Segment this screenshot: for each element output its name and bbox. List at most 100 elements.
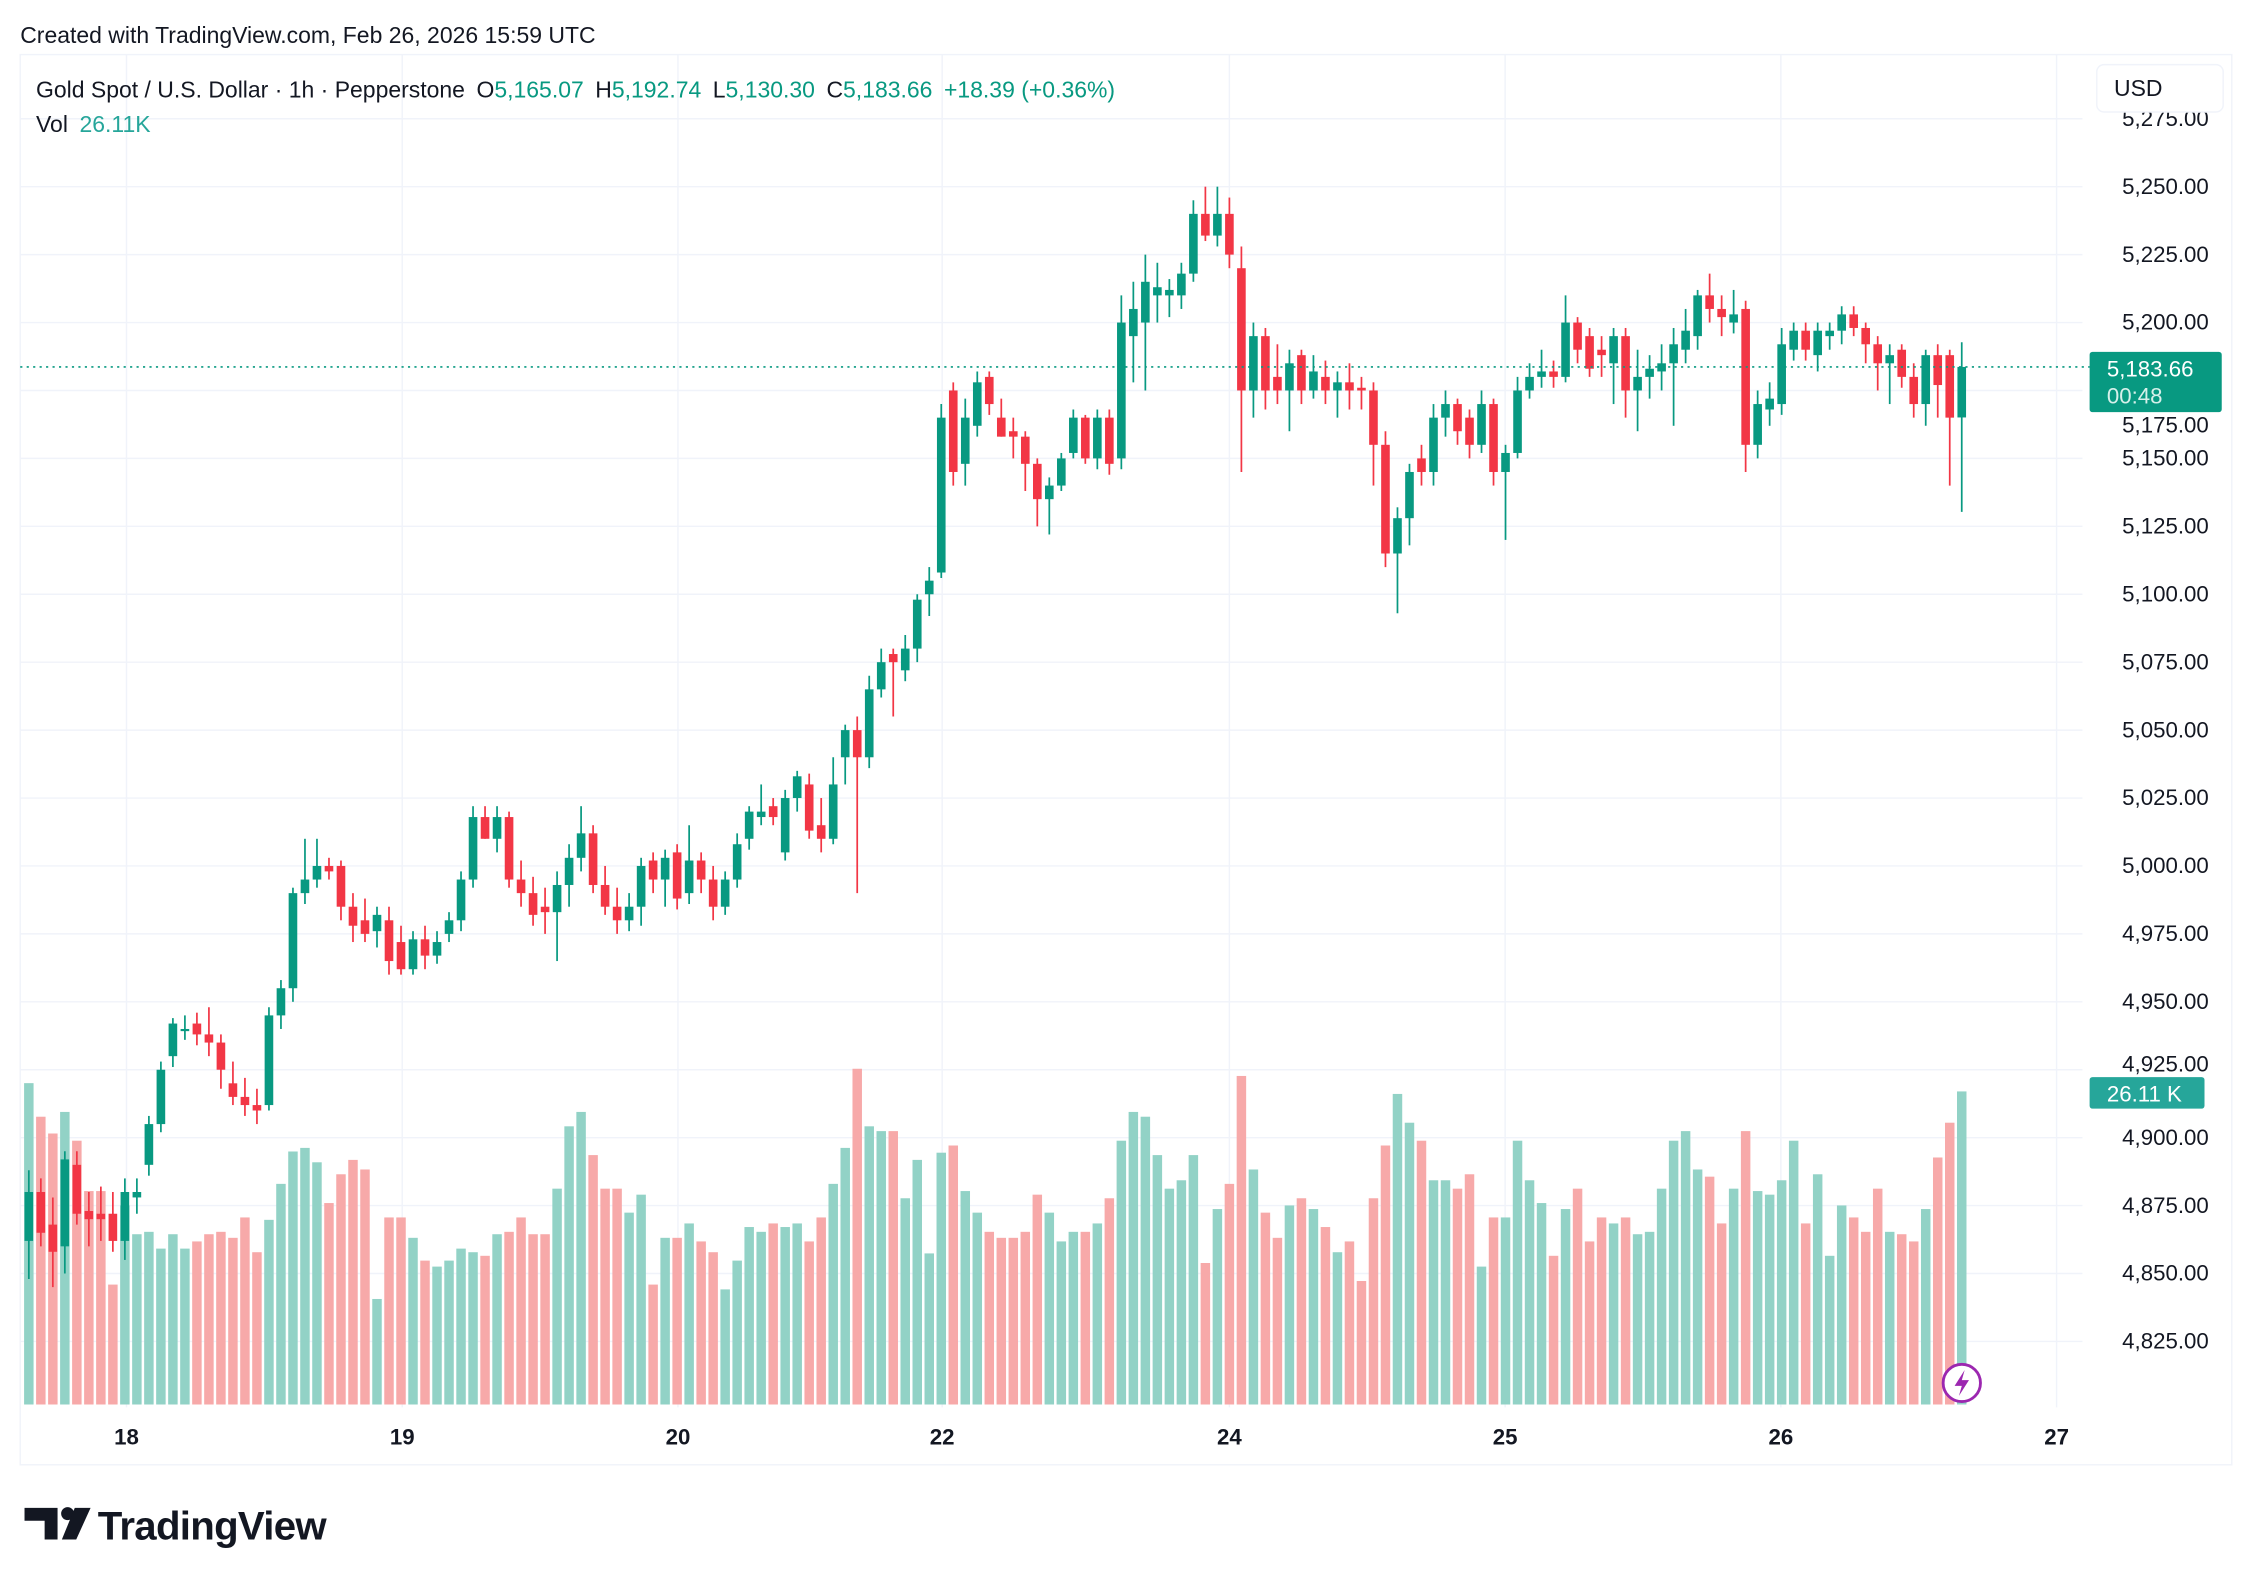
- candle-body: [804, 784, 814, 831]
- candle-body: [1032, 463, 1042, 500]
- bar-countdown: 00:48: [2107, 384, 2163, 409]
- volume-bar: [864, 1126, 874, 1405]
- volume-bar: [540, 1234, 550, 1405]
- candle-body: [132, 1192, 142, 1198]
- volume-bar: [1320, 1227, 1331, 1405]
- volume-bar: [600, 1188, 610, 1405]
- volume-bar: [336, 1174, 346, 1405]
- volume-bar: [108, 1284, 118, 1405]
- candle-body: [756, 811, 766, 818]
- candle-body: [252, 1105, 262, 1111]
- volume-bar: [1296, 1198, 1307, 1405]
- volume-bar: [1488, 1217, 1499, 1405]
- candle-body: [828, 784, 838, 839]
- volume-bar: [1452, 1188, 1463, 1405]
- volume-bar: [1800, 1223, 1811, 1405]
- candle-body: [1285, 363, 1294, 391]
- candle-body: [624, 906, 634, 921]
- volume-bar: [264, 1219, 274, 1405]
- volume-bar: [36, 1116, 46, 1405]
- candle-body: [444, 920, 454, 934]
- volume-bar: [648, 1284, 658, 1405]
- volume-bar: [768, 1223, 778, 1405]
- candle-body: [1705, 295, 1714, 309]
- candle-body: [708, 879, 718, 907]
- tradingview-logo[interactable]: TradingView: [24, 1503, 328, 1548]
- candle-body: [168, 1023, 178, 1057]
- candle-body: [1261, 336, 1270, 391]
- volume-bar: [132, 1234, 142, 1405]
- candle-body: [1081, 417, 1090, 459]
- volume-bar: [1536, 1203, 1547, 1405]
- volume-label: Vol: [36, 111, 68, 137]
- volume-bar: [996, 1237, 1007, 1405]
- symbol-title[interactable]: Gold Spot / U.S. Dollar · 1h · Peppersto…: [36, 77, 465, 103]
- candle-body: [1933, 355, 1943, 386]
- volume-bar: [792, 1223, 802, 1405]
- tradingview-logo-icon: [24, 1507, 58, 1540]
- volume-bar: [1008, 1237, 1019, 1405]
- volume-bar: [720, 1289, 730, 1405]
- candle-body: [396, 942, 406, 970]
- candle-body: [372, 914, 382, 932]
- candle-body: [984, 376, 994, 405]
- price-tick-label: 5,050.00: [2122, 717, 2209, 742]
- currency-label: USD: [2114, 75, 2163, 101]
- candle-body: [528, 893, 538, 915]
- price-tick-label: 4,900.00: [2122, 1125, 2209, 1150]
- lightning-icon[interactable]: [1941, 1362, 1982, 1404]
- close-label: C: [826, 77, 843, 103]
- candle-body: [1597, 349, 1606, 356]
- volume-bar: [1656, 1188, 1667, 1405]
- candle-body: [216, 1042, 226, 1070]
- candle-body: [408, 939, 418, 970]
- candle-body: [324, 865, 334, 872]
- volume-bar: [1500, 1217, 1511, 1405]
- volume-bar: [144, 1231, 154, 1405]
- candle-body: [864, 689, 874, 758]
- volume-bar: [1776, 1180, 1787, 1405]
- candle-body: [1273, 376, 1282, 391]
- volume-bar: [1128, 1111, 1139, 1405]
- currency-button[interactable]: USD: [2096, 63, 2224, 113]
- volume-bar: [1812, 1174, 1823, 1405]
- candle-body: [1417, 458, 1426, 472]
- volume-bar: [972, 1212, 983, 1405]
- candle-body: [852, 730, 862, 758]
- volume-bar: [1020, 1231, 1031, 1405]
- candle-body: [1777, 344, 1786, 405]
- volume-bar: [936, 1152, 947, 1405]
- volume-bar: [1680, 1131, 1691, 1405]
- volume-value: 26.11K: [79, 111, 151, 137]
- volume-bar: [456, 1248, 466, 1405]
- volume-bar: [624, 1212, 634, 1405]
- volume-bar: [612, 1188, 622, 1405]
- volume-bar: [1932, 1157, 1943, 1405]
- candle-body: [432, 942, 442, 956]
- candle-body: [60, 1159, 70, 1247]
- candle-body: [144, 1124, 154, 1165]
- volume-bar: [840, 1147, 850, 1405]
- time-axis[interactable]: 18 19 20 22 24 25 26 27: [114, 1425, 2069, 1450]
- volume-bar: [672, 1237, 682, 1405]
- price-tick-label: 5,200.00: [2122, 310, 2209, 335]
- price-axis[interactable]: 5,275.00 5,250.00 5,225.00 5,200.00 5,175.00…: [2122, 106, 2209, 1354]
- candle-body: [288, 893, 298, 989]
- volume-bar: [948, 1145, 959, 1405]
- candle-body: [1585, 336, 1594, 369]
- volume-bar: [696, 1241, 706, 1405]
- low-value: 5,130.30: [726, 77, 815, 103]
- volume-bar: [924, 1253, 934, 1405]
- volume-bar: [1632, 1234, 1643, 1405]
- candle-body: [1153, 287, 1162, 296]
- volume-bar: [1836, 1205, 1847, 1405]
- candle-body: [1693, 295, 1702, 337]
- candle-body: [1681, 330, 1690, 350]
- volume-bar: [1272, 1237, 1283, 1405]
- volume-bar: [360, 1169, 370, 1405]
- candle-body: [744, 811, 754, 839]
- candle-body: [660, 857, 670, 880]
- volume-bar: [552, 1188, 562, 1405]
- candle-body: [888, 654, 898, 663]
